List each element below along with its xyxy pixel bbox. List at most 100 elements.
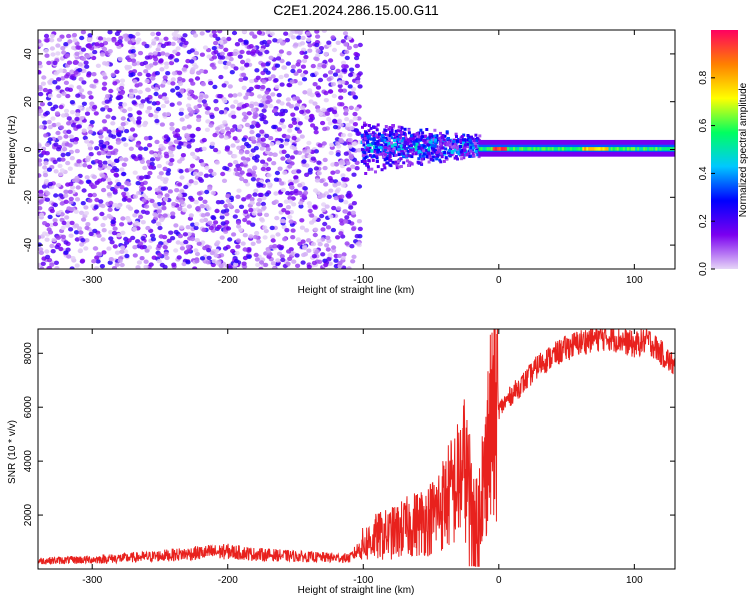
noise-cell [79,35,85,41]
noise-cell [99,211,105,217]
signal-cell [415,140,419,144]
noise-cell [89,83,95,89]
noise-cell [124,37,130,42]
noise-cell [296,129,302,134]
band-core-cell [667,147,670,151]
signal-cell [398,134,402,137]
noise-cell [321,207,327,213]
signal-cell [389,151,393,155]
noise-cell [108,257,114,262]
noise-cell [137,50,144,56]
noise-cell [204,212,211,217]
noise-cell [87,90,93,96]
signal-cell [435,134,439,138]
noise-cell [291,259,297,264]
noise-cell [356,219,362,224]
noise-cell [86,73,92,78]
noise-cell [313,166,319,171]
noise-cell [157,252,163,257]
noise-cell [66,254,72,259]
noise-cell [236,224,242,229]
signal-cell [363,121,366,125]
band-core-cell [669,147,672,151]
signal-cell [374,170,377,174]
noise-cell [325,247,331,252]
signal-cell [431,158,435,162]
noise-cell [64,215,70,220]
noise-cell [202,199,208,204]
signal-cell [431,155,435,159]
signal-cell [430,157,433,161]
signal-cell [428,135,432,139]
noise-cell [166,41,172,46]
band-core-cell [659,147,662,151]
noise-cell [235,194,241,199]
noise-cell [156,163,162,169]
signal-cell [473,141,477,145]
noise-cell [44,38,50,43]
noise-cell [232,154,238,159]
noise-cell [215,200,221,205]
y-tick-label: 2000 [23,504,34,527]
noise-cell [196,241,202,246]
band-core-cell [574,147,577,151]
noise-cell [126,218,132,223]
noise-cell [275,140,281,145]
noise-cell [182,232,188,237]
noise-cell [189,59,195,64]
noise-cell [279,181,285,186]
noise-cell [209,141,216,146]
noise-cell [84,225,90,231]
noise-cell [330,162,336,167]
noise-cell [65,93,71,99]
noise-cell [174,133,181,138]
signal-cell [421,154,425,158]
noise-cell [347,84,353,89]
noise-cell [101,144,107,149]
noise-cell [58,172,64,177]
signal-cell [420,157,424,161]
band-core-cell [555,147,558,151]
noise-cell [315,108,321,113]
noise-cell [302,245,308,251]
band-core-cell [655,147,658,151]
noise-cell [310,72,316,78]
noise-cell [176,145,182,150]
noise-cell [321,107,327,113]
noise-cell [285,97,291,102]
colorbar-ticks: 0.00.20.40.60.8 [698,70,715,276]
noise-cell [231,232,237,237]
noise-cell [79,88,85,93]
noise-cell [309,93,315,98]
signal-cell [456,157,459,161]
noise-cell [76,45,82,50]
noise-cell [270,238,276,243]
band-core-cell [500,147,503,151]
signal-cell [380,144,384,147]
noise-cell [55,183,62,188]
signal-cell [412,141,416,145]
noise-cell [147,143,153,148]
noise-cell [144,210,150,215]
noise-cell [69,220,75,226]
noise-cell [332,72,339,77]
noise-cell [208,80,214,86]
noise-cell [230,104,236,109]
noise-cell [299,41,306,46]
noise-cell [208,168,214,174]
noise-cell [115,95,121,101]
noise-cell [60,225,66,231]
noise-cell [280,156,286,161]
noise-cell [194,148,200,153]
noise-cell [67,143,73,148]
x-tick-label: 0 [496,275,502,286]
noise-cell [132,213,138,218]
noise-cell [88,129,94,135]
noise-cell [291,202,297,207]
band-core-cell [602,147,605,151]
noise-cell [354,55,360,61]
noise-cell [227,202,233,208]
noise-cell [94,197,100,203]
noise-cell [56,157,62,162]
noise-cell [343,209,349,214]
